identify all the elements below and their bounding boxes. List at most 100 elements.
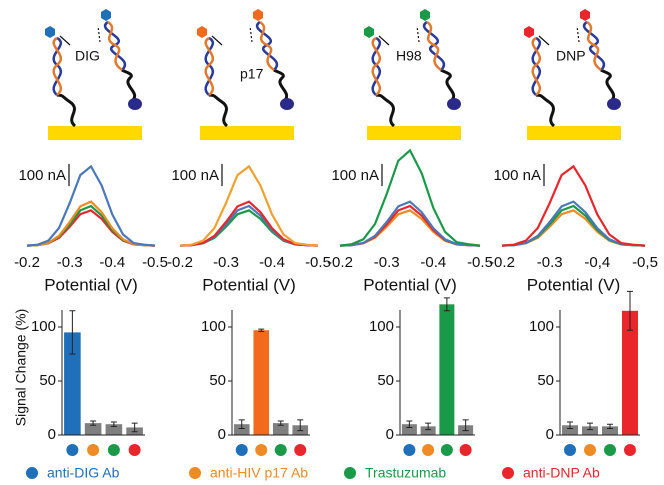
error-bar	[258, 328, 265, 332]
x-tick-label: -0,4	[584, 254, 610, 271]
diagram-label: DNP	[556, 48, 586, 64]
voltammogram-line	[26, 204, 156, 247]
category-dot	[107, 444, 120, 456]
bar	[420, 426, 436, 435]
scale-bar-label: 100 nA	[18, 167, 66, 184]
x-tick-label: -0.3	[537, 254, 563, 271]
y-tick-label: 100	[369, 318, 394, 335]
dna-diagram	[522, 7, 623, 142]
error-bar	[462, 419, 469, 432]
scale-bar-label: 100 nA	[331, 167, 379, 184]
voltammogram-line	[339, 148, 481, 247]
y-tick-label: 0	[546, 426, 554, 443]
voltammogram-line	[179, 209, 319, 247]
voltammogram-line	[501, 209, 646, 247]
voltammogram-line	[179, 200, 319, 247]
bar	[401, 424, 417, 435]
y-tick-label: 0	[386, 426, 394, 443]
x-tick-label: -0.3	[374, 254, 400, 271]
x-tick-label: -0.4	[420, 254, 446, 271]
category-dot	[235, 444, 248, 456]
bar	[105, 424, 123, 435]
bar	[253, 330, 270, 435]
error-bar	[90, 420, 97, 426]
category-dot	[255, 444, 268, 456]
y-tick-label: 100	[201, 318, 226, 335]
scale-bar-label: 100 nA	[171, 167, 219, 184]
y-tick-label: 50	[377, 372, 394, 389]
voltammogram-line	[501, 204, 646, 247]
voltammogram-line	[339, 200, 481, 247]
x-tick-label: -0.2	[489, 254, 515, 271]
error-bar	[131, 422, 138, 433]
x-tick-label: -0.2	[327, 254, 353, 271]
legend-label: anti-DNP Ab	[523, 465, 600, 481]
error-bar	[443, 297, 450, 312]
category-dot	[294, 444, 307, 456]
bar	[272, 423, 289, 435]
bar	[439, 304, 455, 435]
y-tick-label: 100	[31, 318, 56, 335]
x-tick-label: -0.5	[467, 254, 493, 271]
dna-diagram	[362, 7, 463, 142]
bar	[562, 425, 578, 435]
x-tick-label: -0.3	[57, 254, 83, 271]
error-bar	[627, 290, 633, 331]
voltammogram-line	[501, 164, 646, 247]
error-bar	[406, 420, 413, 428]
voltammogram-line	[26, 200, 156, 247]
bar	[64, 332, 81, 435]
x-axis-label: Potential (V)	[363, 275, 457, 294]
category-dot	[403, 444, 416, 456]
x-axis-label: Potential (V)	[202, 275, 296, 294]
bar	[233, 424, 250, 435]
dna-diagram	[43, 7, 144, 142]
y-tick-label: 50	[537, 372, 554, 389]
voltammogram-line	[26, 164, 156, 247]
x-tick-label: -0.5	[305, 254, 331, 271]
x-tick-label: -0.4	[99, 254, 125, 271]
voltammogram-line	[179, 204, 319, 247]
y-axis-label: Signal Change (%)	[13, 309, 29, 427]
category-dot	[440, 444, 453, 456]
voltammogram-line	[179, 164, 319, 247]
bar	[602, 426, 618, 435]
category-dot	[66, 444, 79, 456]
x-tick-label: -0,5	[632, 254, 658, 271]
x-tick-label: -0.5	[142, 254, 168, 271]
legend-dot	[189, 467, 201, 479]
y-tick-label: 0	[48, 426, 56, 443]
error-bar	[607, 423, 613, 430]
diagram-label: p17	[240, 66, 264, 82]
category-dot	[584, 444, 596, 456]
category-dot	[128, 444, 141, 456]
legend-label: anti-DIG Ab	[47, 465, 120, 481]
legend-label: anti-HIV p17 Ab	[210, 465, 308, 481]
x-axis-label: Potential (V)	[44, 275, 138, 294]
error-bar	[297, 419, 304, 432]
y-tick-label: 0	[218, 426, 226, 443]
category-dot	[422, 444, 435, 456]
bar	[582, 426, 598, 435]
y-tick-label: 50	[209, 372, 226, 389]
error-bar	[425, 422, 432, 431]
x-axis-label: Potential (V)	[527, 275, 621, 294]
category-dot	[87, 444, 100, 456]
category-dot	[604, 444, 616, 456]
voltammogram-line	[501, 200, 646, 247]
legend-dot	[344, 467, 356, 479]
category-dot	[564, 444, 576, 456]
legend-label: Trastuzumab	[365, 465, 446, 481]
error-bar	[277, 420, 284, 426]
bar	[622, 310, 638, 435]
error-bar	[110, 421, 117, 427]
legend-dot	[502, 467, 514, 479]
x-tick-label: -0.4	[259, 254, 285, 271]
y-tick-label: 50	[39, 372, 56, 389]
diagram-label: H98	[396, 48, 422, 64]
scale-bar-label: 100 nA	[493, 167, 541, 184]
x-tick-label: -0.2	[14, 254, 40, 271]
error-bar	[567, 421, 573, 430]
